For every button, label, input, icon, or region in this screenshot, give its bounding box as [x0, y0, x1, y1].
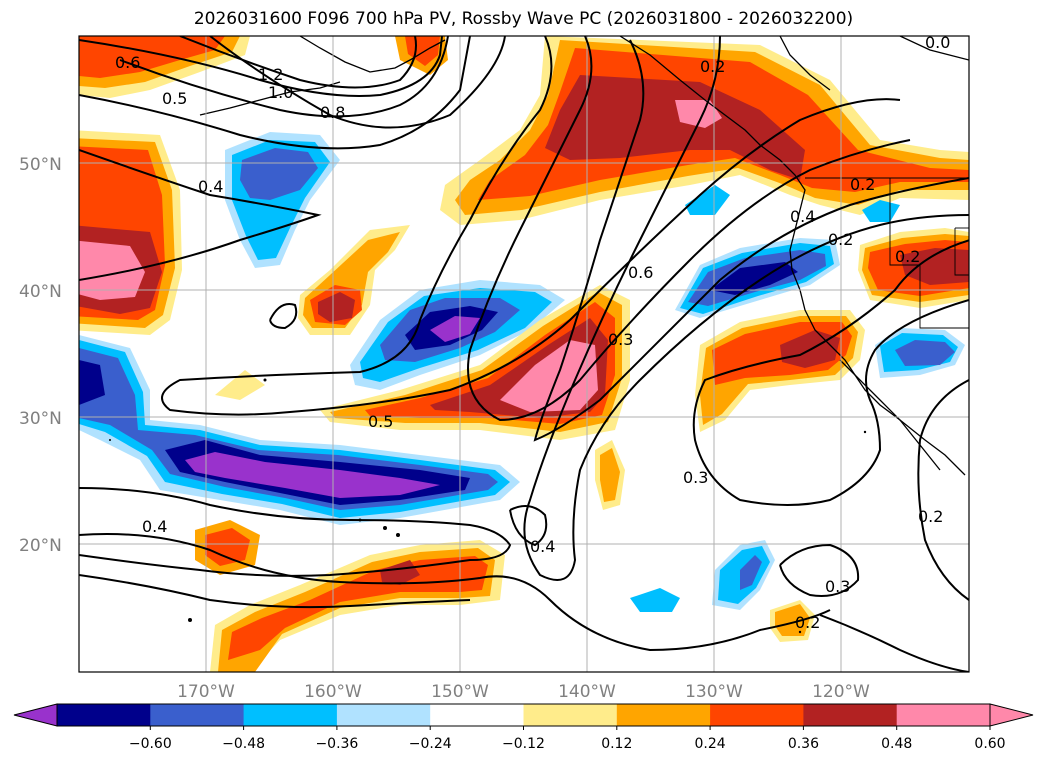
lon-labels: 170°W 160°W 150°W 140°W 130°W 120°W [177, 682, 870, 702]
contour-label: 0.5 [368, 412, 393, 431]
colorbar-tick-label: 0.12 [601, 736, 632, 752]
contour-label: 0.6 [115, 53, 140, 72]
fill-neg-east [630, 185, 965, 612]
colorbar-tick-label: −0.48 [222, 736, 265, 752]
contour-label: 0.6 [628, 263, 653, 282]
lat-labels: 50°N 40°N 30°N 20°N [19, 155, 62, 556]
contour-label: 0.0 [925, 33, 950, 52]
fill-neg-center [350, 280, 565, 390]
lon-label: 150°W [431, 682, 489, 702]
contour-label: 0.4 [530, 537, 555, 556]
contour-label: 0.4 [790, 207, 815, 226]
fill-neg-south [79, 335, 520, 525]
colorbar-tick-label: 0.60 [974, 736, 1005, 752]
contour-label: 0.4 [142, 517, 167, 536]
lon-label: 160°W [304, 682, 362, 702]
contour-label: 1.0 [268, 83, 293, 102]
colorbar-segment [616, 704, 711, 726]
contour-label: 0.2 [828, 230, 853, 249]
colorbar-segment [336, 704, 431, 726]
colorbar-tick-label: −0.36 [315, 736, 358, 752]
lat-label: 40°N [19, 282, 62, 302]
fill-neg-north [225, 132, 340, 268]
fill-small-positive [298, 225, 410, 335]
colorbar-segment [803, 704, 898, 726]
colorbar-tick-label: 0.48 [881, 736, 912, 752]
contour-label: 0.2 [918, 507, 943, 526]
colorbar-tick-label: −0.60 [129, 736, 172, 752]
colorbar-extend-min [13, 703, 58, 727]
colorbar-segment [430, 704, 524, 726]
contour-label: 0.4 [198, 177, 223, 196]
contour-label: 0.3 [608, 330, 633, 349]
colorbar-segment [150, 704, 245, 726]
colorbar-segment [896, 704, 991, 726]
lon-label: 120°W [812, 682, 870, 702]
fill-gulf-positive [440, 36, 969, 225]
contour-label: 0.2 [850, 175, 875, 194]
contour-label: 0.2 [895, 247, 920, 266]
contour-label: 0.3 [683, 468, 708, 487]
lat-label: 50°N [19, 155, 62, 175]
colorbar-tick-label: −0.12 [502, 736, 545, 752]
lon-label: 170°W [177, 682, 235, 702]
colorbar-tick-label: 0.24 [695, 736, 726, 752]
colorbar-segment [710, 704, 804, 726]
contour-label: 0.5 [162, 89, 187, 108]
lon-label: 140°W [558, 682, 616, 702]
colorbar-segment [523, 704, 618, 726]
map-title: 2026031600 F096 700 hPa PV, Rossby Wave … [193, 9, 854, 29]
contour-label: 0.2 [795, 613, 820, 632]
colorbar-segment [243, 704, 338, 726]
pv-contours [79, 36, 969, 672]
lat-label: 20°N [19, 536, 62, 556]
fill-west-positive [79, 130, 182, 335]
contour-label: 1.2 [258, 65, 283, 84]
colorbar-segment [57, 704, 151, 726]
lat-label: 30°N [19, 409, 62, 429]
colorbar-tick-label: 0.36 [788, 736, 819, 752]
contour-labels: 0.6 0.5 1.2 1.0 0.8 0.4 0.2 0.0 0.2 0.4 … [115, 33, 950, 632]
lon-label: 130°W [685, 682, 743, 702]
contour-label: 0.2 [700, 57, 725, 76]
colorbar: −0.60 −0.48 −0.36 −0.24 −0.12 0.12 0.24 0.36 0.4… [13, 703, 1034, 752]
map-border [78, 35, 970, 673]
colorbar-tick-label: −0.24 [409, 736, 452, 752]
contour-label: 0.3 [825, 577, 850, 596]
contour-label: 0.8 [320, 103, 345, 122]
colorbar-extend-max [989, 703, 1034, 727]
